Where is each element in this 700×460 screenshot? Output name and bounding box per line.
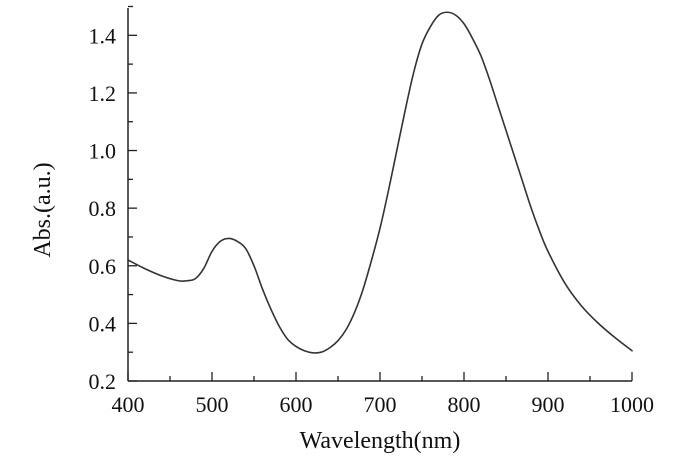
y-tick-label: 1.0 bbox=[89, 139, 117, 164]
x-tick-label: 700 bbox=[364, 392, 397, 417]
y-axis-title: Abs.(a.u.) bbox=[30, 162, 56, 257]
x-tick-label: 1000 bbox=[610, 392, 654, 417]
y-tick-label: 0.8 bbox=[89, 196, 117, 221]
y-tick-label: 0.2 bbox=[89, 369, 117, 394]
axis-ticks bbox=[127, 5, 633, 382]
x-tick-label: 600 bbox=[280, 392, 313, 417]
y-tick-label: 1.4 bbox=[89, 23, 117, 48]
y-tick-label: 0.6 bbox=[89, 254, 117, 279]
x-tick-label: 500 bbox=[196, 392, 229, 417]
y-tick-label: 0.4 bbox=[89, 311, 117, 336]
tick-labels: 400 500 600 700 800 900 1000 0.2 0.4 0.6 0.8 1.0 1.2… bbox=[89, 23, 655, 417]
y-tick-label: 1.2 bbox=[89, 81, 117, 106]
axes bbox=[127, 8, 632, 382]
x-axis-title: Wavelength(nm) bbox=[300, 428, 461, 454]
absorbance-curve bbox=[127, 11, 633, 354]
x-tick-label: 800 bbox=[448, 392, 481, 417]
x-tick-label: 400 bbox=[112, 392, 145, 417]
x-tick-label: 900 bbox=[532, 392, 565, 417]
